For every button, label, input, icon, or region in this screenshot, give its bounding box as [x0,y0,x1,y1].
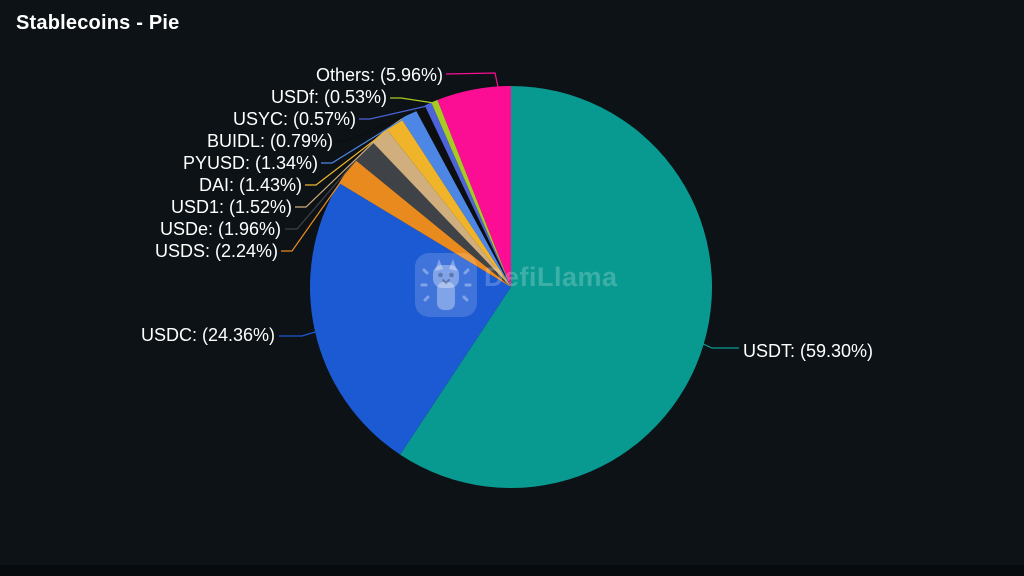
slice-label-usdt: USDT: (59.30%) [743,341,874,361]
slice-label-others: Others: (5.96%) [315,65,443,85]
pie-slice-pyusd[interactable] [401,109,511,288]
slice-label-usyc: USYC: (0.57%) [232,109,356,129]
pie-slice-buidl[interactable] [415,105,511,287]
pie-slice-others[interactable] [437,86,511,287]
leader-line-usde [285,151,364,230]
slice-label-usds: USDS: (2.24%) [154,241,278,261]
leader-line-usdt [700,342,739,349]
leader-line-usyc [359,105,428,120]
chart-title: Stablecoins - Pie [16,12,180,34]
slice-label-usdf: USDf: (0.53%) [270,87,387,107]
pie-slice-usd1[interactable] [372,129,511,287]
pie-slice-usdf[interactable] [431,99,511,288]
slice-label-usde: USDe: (1.96%) [159,219,281,239]
leader-line-usd1 [295,136,380,208]
leader-line-usdc [279,331,316,337]
slice-label-usd1: USD1: (1.52%) [170,197,292,217]
slice-label-pyusd: PYUSD: (1.34%) [182,153,318,173]
leader-line-usdf [390,97,435,104]
bottom-strip [0,565,1024,576]
pie-slice-usds[interactable] [339,159,511,287]
slice-label-buidl: BUIDL: (0.79%) [206,131,333,151]
leader-line-usds [281,172,348,252]
pie-slice-usdt[interactable] [400,86,713,488]
pie-slice-usdc[interactable] [310,182,511,455]
leader-line-buidl [336,108,421,142]
leader-line-dai [305,125,394,186]
pie-slice-dai[interactable] [386,118,511,287]
slice-label-dai: DAI: (1.43%) [198,175,302,195]
pie-slice-usde[interactable] [355,141,511,287]
leader-line-pyusd [321,115,409,164]
pie-slice-usyc[interactable] [424,102,511,287]
slice-label-usdc: USDC: (24.36%) [140,325,275,345]
leader-line-others [445,72,499,88]
